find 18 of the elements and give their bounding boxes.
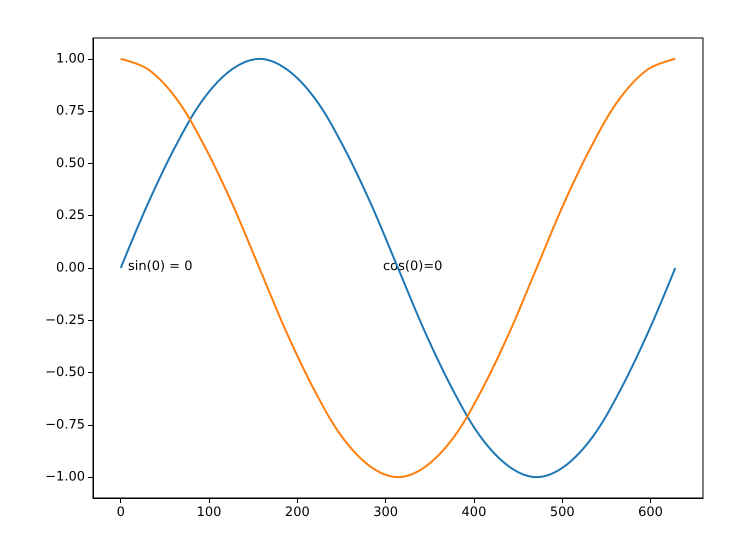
y-tick-label: 0.50 [56, 156, 85, 171]
y-tick-label: −1.00 [45, 470, 85, 485]
y-tick-label: 0.25 [56, 208, 85, 224]
y-tick-label: 0.00 [56, 260, 85, 276]
x-tick-label: 500 [550, 505, 575, 520]
y-tick-label: 0.75 [56, 104, 85, 119]
x-tick-label: 100 [196, 505, 222, 520]
x-tick-label: 0 [116, 505, 125, 520]
x-tick-label: 400 [462, 505, 486, 520]
x-tick-label: 600 [638, 505, 663, 520]
annotation: sin(0) = 0 [128, 259, 192, 274]
line-series [120, 58, 676, 478]
y-tick-label: −0.25 [45, 312, 85, 328]
x-tick-label: 300 [373, 505, 398, 520]
x-tick-label: 200 [284, 505, 310, 520]
y-tick-label: −0.50 [45, 365, 85, 380]
y-tick-label: 1.00 [56, 51, 85, 66]
y-tick-label: −0.75 [45, 417, 85, 432]
